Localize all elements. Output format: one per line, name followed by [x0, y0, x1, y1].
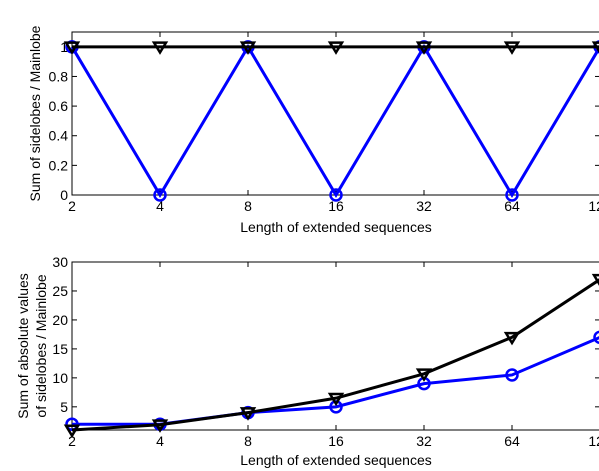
data-point [153, 188, 167, 202]
y-tick-label: 30 [52, 254, 68, 270]
data-point [415, 368, 433, 382]
data-point [327, 41, 345, 55]
x-tick-label: 128 [588, 433, 599, 449]
top-chart: 2 4 8 16 32 64 128 0 0.2 0.4 0.6 0.8 1 Length of exte… [27, 25, 599, 235]
data-point [593, 330, 599, 344]
data-point [329, 188, 343, 202]
y-axis-label: Sum of sidelobes / Mainlobe [27, 25, 43, 201]
data-point [505, 188, 519, 202]
data-point [151, 41, 169, 55]
y-tick-label: 10 [52, 370, 68, 386]
x-tick-label: 16 [328, 198, 344, 214]
x-tick-label: 16 [328, 433, 344, 449]
data-point [591, 273, 599, 286]
y-tick-label: 20 [52, 312, 68, 328]
plot-area-frame [71, 31, 599, 196]
data-point [63, 424, 81, 439]
data-point [329, 400, 343, 414]
data-point [415, 41, 433, 55]
x-tick-label: 64 [504, 433, 520, 449]
x-tick-label: 32 [416, 198, 432, 214]
x-tick-label: 128 [588, 198, 599, 214]
data-point [239, 407, 257, 421]
y-tick-label: 15 [52, 341, 68, 357]
x-tick-label: 8 [244, 198, 252, 214]
x-tick-label: 4 [156, 433, 164, 449]
y-tick-label: 0.2 [49, 157, 69, 173]
y-tick-label: 1 [60, 39, 68, 55]
y-axis-label: of sidelobes / Mainlobe [33, 274, 49, 417]
y-tick-label: 0 [60, 187, 68, 203]
y-tick-label: 25 [52, 283, 68, 299]
x-tick-label: 4 [156, 198, 164, 214]
series-line [70, 43, 599, 198]
y-tick-label: 5 [60, 399, 68, 415]
y-tick-label: 0.6 [49, 98, 69, 114]
data-point [151, 419, 169, 433]
data-point [327, 392, 345, 407]
x-axis-label: Length of extended sequences [240, 452, 432, 468]
x-axis-label: Length of extended sequences [240, 219, 432, 235]
data-point [591, 41, 599, 54]
x-tick-label: 64 [504, 198, 520, 214]
bottom-chart: 2 4 8 16 32 64 128 5 10 15 20 25 30 Length of extende… [15, 254, 599, 468]
data-point [503, 41, 521, 55]
y-tick-label: 0.8 [49, 68, 69, 84]
y-axis-label: Sum of absolute values [15, 273, 31, 419]
x-tick-label: 32 [416, 433, 432, 449]
series-line [71, 278, 599, 432]
data-point [63, 41, 81, 55]
x-tick-label: 2 [68, 433, 76, 449]
data-point [505, 368, 519, 382]
y-tick-label: 0.4 [49, 128, 69, 144]
data-point [503, 331, 521, 346]
data-point [239, 41, 257, 55]
x-tick-label: 2 [68, 198, 76, 214]
x-tick-label: 8 [244, 433, 252, 449]
